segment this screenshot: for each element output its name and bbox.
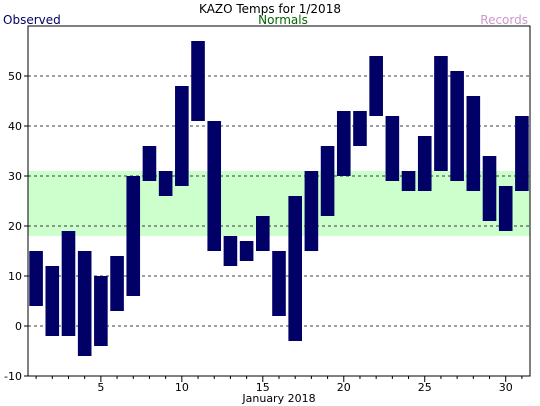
x-axis-ticks: 5 10 15 20 25 30 — [35, 376, 523, 394]
observed-bar-day-31 — [515, 116, 529, 191]
legend-normals: Normals — [258, 13, 308, 27]
y-tick-label: -10 — [4, 370, 22, 383]
observed-bars — [29, 41, 529, 356]
normals-band — [28, 171, 530, 236]
y-tick-label: 40 — [8, 120, 22, 133]
observed-bar-day-20 — [336, 111, 351, 176]
y-tick-label: 10 — [8, 270, 22, 283]
observed-bar-day-23 — [385, 116, 400, 181]
legend-observed: Observed — [3, 13, 61, 27]
observed-bar-day-13 — [223, 236, 238, 266]
y-tick-label: 50 — [8, 70, 22, 83]
observed-bar-day-24 — [401, 171, 416, 191]
x-tick-label: 20 — [337, 381, 351, 394]
observed-bar-day-26 — [434, 56, 448, 171]
observed-bar-day-5 — [94, 276, 108, 346]
observed-bar-day-1 — [29, 251, 43, 306]
observed-bar-day-27 — [450, 71, 464, 181]
chart-title: KAZO Temps for 1/2018 — [199, 2, 341, 16]
x-tick-label: 25 — [418, 381, 432, 394]
observed-bar-day-15 — [256, 216, 270, 251]
observed-bar-day-14 — [239, 241, 254, 261]
plot-border — [27, 25, 531, 377]
y-tick-label: 20 — [8, 220, 22, 233]
y-tick-label: 30 — [8, 170, 22, 183]
observed-bar-day-28 — [466, 96, 481, 191]
x-tick-label: 30 — [499, 381, 513, 394]
x-axis-label: January 2018 — [241, 392, 315, 405]
observed-bar-day-11 — [191, 41, 205, 121]
observed-bar-day-30 — [498, 186, 513, 231]
observed-bar-day-19 — [320, 146, 335, 216]
observed-bar-day-29 — [482, 156, 497, 221]
observed-bar-day-17 — [288, 196, 302, 341]
observed-bar-day-6 — [110, 256, 124, 311]
observed-bar-day-22 — [369, 56, 383, 116]
observed-bar-day-16 — [272, 251, 286, 316]
observed-bar-day-8 — [142, 146, 157, 181]
observed-bar-day-12 — [207, 121, 222, 251]
observed-bar-day-3 — [61, 231, 76, 336]
x-tick-label: 5 — [97, 381, 104, 394]
x-tick-label: 15 — [256, 381, 270, 394]
y-tick-label: 0 — [15, 320, 22, 333]
observed-bar-day-7 — [126, 176, 141, 296]
observed-bar-day-10 — [175, 86, 189, 186]
x-tick-label: 10 — [175, 381, 189, 394]
observed-bar-day-4 — [77, 251, 92, 356]
observed-bar-day-18 — [304, 171, 319, 251]
y-axis-ticks: -10 0 10 20 30 40 50 — [4, 70, 28, 383]
observed-bar-day-2 — [45, 266, 60, 336]
legend-records: Records — [480, 13, 528, 27]
observed-bar-day-9 — [158, 171, 173, 196]
observed-bar-day-25 — [417, 136, 432, 191]
observed-bar-day-21 — [353, 111, 367, 146]
